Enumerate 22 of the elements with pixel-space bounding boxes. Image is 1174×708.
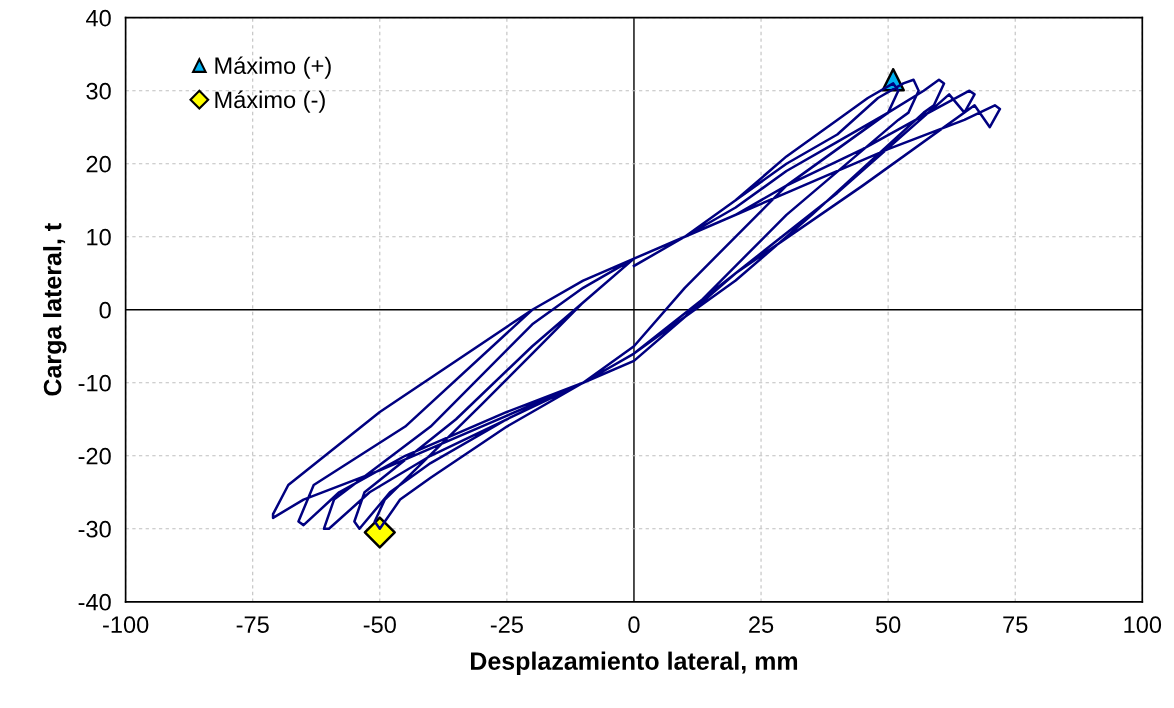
- x-tick-label: 75: [1003, 616, 1028, 634]
- x-tick-label: -75: [236, 616, 269, 634]
- x-tick-label: -25: [490, 616, 523, 634]
- y-tick-label: -30: [78, 520, 111, 538]
- x-tick-label: -50: [363, 616, 396, 634]
- y-axis-title: Carga lateral, t: [43, 223, 67, 396]
- y-tick-label: -40: [78, 593, 111, 611]
- y-tick-label: 20: [86, 155, 111, 173]
- x-tick-label: 25: [749, 616, 774, 634]
- y-tick-label: -20: [78, 447, 111, 465]
- legend-label: Máximo (+): [215, 56, 331, 79]
- y-tick-label: 10: [87, 228, 111, 246]
- y-tick-label: -10: [78, 374, 111, 392]
- y-tick-label: 0: [99, 301, 111, 319]
- y-tick-label: 30: [86, 82, 111, 100]
- x-tick-label: 50: [875, 616, 901, 634]
- x-tick-label: -100: [103, 616, 149, 634]
- x-tick-label: 0: [628, 616, 640, 634]
- y-tick-label: 40: [86, 9, 111, 27]
- x-tick-label: 100: [1124, 616, 1162, 634]
- legend-label: Máximo (-): [215, 90, 325, 113]
- x-axis-title: Desplazamiento lateral, mm: [471, 651, 798, 675]
